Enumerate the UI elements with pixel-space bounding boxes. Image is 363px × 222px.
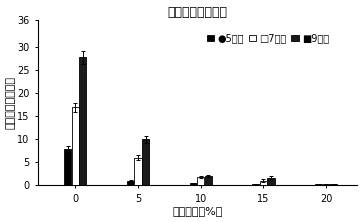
Bar [197,177,204,185]
Title: 灌霉病菌芽管抑制: 灌霉病菌芽管抑制 [168,6,228,19]
Bar [315,184,322,185]
Bar [135,158,142,185]
Bar [323,184,330,185]
Bar [142,139,149,185]
Y-axis label: 芽管长度（微米）: 芽管长度（微米） [5,76,16,129]
Bar [79,57,86,185]
X-axis label: 菌液浓度（%）: 菌液浓度（%） [172,206,223,216]
Bar [72,107,79,185]
Bar [205,176,212,185]
Bar [64,149,72,185]
Bar [127,181,134,185]
Bar [189,183,197,185]
Bar [252,184,260,185]
Bar [268,178,274,185]
Bar [330,184,337,185]
Bar [260,181,267,185]
Legend: ●5小时, □7小时, ■9小时: ●5小时, □7小时, ■9小时 [203,30,333,47]
